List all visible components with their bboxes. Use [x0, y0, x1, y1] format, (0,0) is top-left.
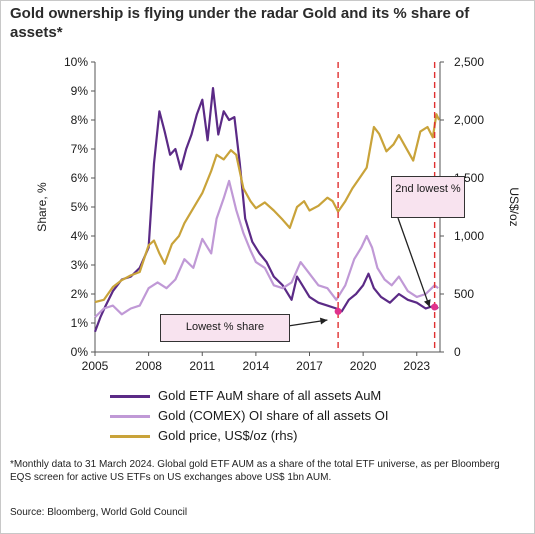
chart-title: Gold ownership is flying under the radar…	[10, 5, 470, 41]
annotation-lowest: Lowest % share	[160, 314, 290, 342]
x-tick-label: 2008	[135, 359, 162, 373]
y-axis-left-title: Share, %	[35, 182, 49, 232]
y-left-tick-label: 5%	[71, 200, 89, 214]
y-right-tick-label: 1,000	[454, 229, 484, 243]
y-left-tick-label: 8%	[71, 113, 89, 127]
legend-label-etf: Gold ETF AuM share of all assets AuM	[158, 388, 382, 403]
x-tick-label: 2014	[243, 359, 270, 373]
legend-label-comex: Gold (COMEX) OI share of all assets OI	[158, 408, 389, 423]
y-left-tick-label: 0%	[71, 345, 89, 359]
series-line-1	[94, 179, 439, 318]
y-left-tick-label: 10%	[64, 55, 88, 69]
legend-swatch-gold-price	[110, 435, 150, 439]
y-left-tick-label: 9%	[71, 84, 89, 98]
y-left-tick-label: 3%	[71, 258, 89, 272]
y-left-tick-label: 1%	[71, 316, 89, 330]
second-lowest-arrow-line	[397, 217, 431, 308]
legend-label-gold-price: Gold price, US$/oz (rhs)	[158, 428, 298, 443]
lowest-arrow-head	[319, 317, 328, 325]
chart-svg: 0%1%2%3%4%5%6%7%8%9%10%05001,0001,5002,0…	[35, 55, 521, 373]
x-tick-label: 2023	[403, 359, 430, 373]
x-tick-label: 2017	[296, 359, 323, 373]
y-left-tick-label: 6%	[71, 171, 89, 185]
lowest-marker-dot	[334, 307, 342, 315]
legend-item-etf: Gold ETF AuM share of all assets AuM	[110, 386, 510, 406]
y-right-tick-label: 2,500	[454, 55, 484, 69]
x-tick-label: 2011	[189, 359, 215, 373]
y-left-tick-label: 2%	[71, 287, 89, 301]
x-tick-label: 2020	[350, 359, 377, 373]
source-note: Source: Bloomberg, World Gold Council	[10, 507, 188, 518]
annotation-second-lowest-text: 2nd lowest %	[395, 183, 461, 195]
second-lowest-marker-dot	[431, 303, 439, 311]
y-left-tick-label: 4%	[71, 229, 89, 243]
series-line-2	[94, 113, 441, 304]
second-lowest-arrow-head	[423, 299, 431, 308]
legend-item-gold-price: Gold price, US$/oz (rhs)	[110, 426, 510, 446]
chart-axes: 0%1%2%3%4%5%6%7%8%9%10%05001,0001,5002,0…	[35, 55, 521, 373]
annotation-second-lowest: 2nd lowest %	[391, 176, 465, 218]
y-right-tick-label: 2,000	[454, 113, 484, 127]
chart-lines	[93, 86, 441, 333]
y-axis-right-title: US$/oz	[507, 187, 521, 226]
y-right-tick-label: 500	[454, 287, 474, 301]
x-tick-label: 2005	[82, 359, 109, 373]
annotation-lowest-text: Lowest % share	[185, 321, 265, 333]
legend-item-comex: Gold (COMEX) OI share of all assets OI	[110, 406, 510, 426]
legend-swatch-etf	[110, 395, 150, 399]
footnote: *Monthly data to 31 March 2024. Global g…	[10, 459, 500, 483]
y-left-tick-label: 7%	[71, 142, 89, 156]
series-line-0	[93, 86, 439, 333]
legend-swatch-comex	[110, 415, 150, 419]
y-right-tick-label: 0	[454, 345, 461, 359]
